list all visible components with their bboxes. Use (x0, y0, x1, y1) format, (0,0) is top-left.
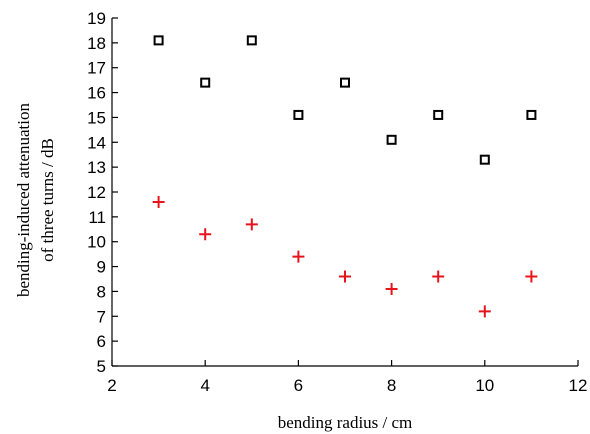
data-point-square (153, 35, 164, 46)
data-point-plus (339, 270, 351, 283)
data-point-square (340, 77, 350, 88)
y-axis-title: bending-induced attenuation of three tur… (14, 102, 57, 297)
axes: 5 6 7 8 9 10 11 12 13 14 15 16 17 18 19 2 4 6 8 10 12 (87, 9, 587, 395)
data-point-square (293, 109, 304, 120)
y-axis-title-line-2: of three turns / dB (38, 138, 57, 262)
series-1 (153, 35, 537, 165)
y-tick-label: 6 (97, 332, 106, 351)
data-point-plus (385, 282, 398, 295)
x-tick-label: 10 (475, 376, 494, 395)
x-tick-label: 6 (294, 376, 303, 395)
data-point-square (200, 77, 211, 88)
data-point-plus (478, 305, 491, 318)
x-axis-title: bending radius / cm (278, 413, 413, 432)
y-tick-label: 12 (87, 183, 106, 202)
data-point-plus (152, 195, 165, 208)
data-point-square (526, 109, 537, 120)
y-tick-label: 18 (87, 34, 106, 53)
y-tick-label: 15 (87, 108, 106, 127)
x-tick-label: 2 (107, 376, 116, 395)
series-2 (152, 195, 538, 318)
data-marks (152, 35, 538, 318)
y-tick-label: 5 (97, 357, 106, 376)
data-point-square (246, 35, 257, 46)
y-tick-label: 13 (87, 158, 106, 177)
y-axis-title-line-1: bending-induced attenuation (14, 102, 33, 297)
y-tick-label: 8 (97, 282, 106, 301)
y-tick-label: 19 (87, 9, 106, 28)
y-tick-label: 10 (87, 233, 106, 252)
data-point-plus (199, 228, 212, 241)
data-point-plus (525, 270, 538, 283)
y-tick-label: 9 (97, 258, 106, 277)
y-tick-label: 7 (97, 307, 106, 326)
x-tick-label: 4 (200, 376, 209, 395)
x-tick-label: 12 (569, 376, 588, 395)
y-tick-label: 14 (87, 133, 106, 152)
y-tick-label: 11 (88, 208, 106, 227)
data-point-plus (432, 270, 445, 283)
data-point-square (386, 134, 397, 145)
x-tick-label: 8 (387, 376, 396, 395)
data-point-square (479, 154, 490, 165)
y-tick-label: 16 (87, 84, 106, 103)
data-point-plus (292, 250, 305, 263)
data-point-square (433, 109, 444, 120)
y-tick-label: 17 (87, 59, 106, 78)
data-point-plus (245, 218, 258, 231)
